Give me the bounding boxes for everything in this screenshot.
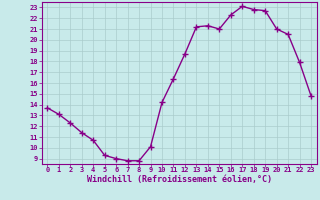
X-axis label: Windchill (Refroidissement éolien,°C): Windchill (Refroidissement éolien,°C)	[87, 175, 272, 184]
